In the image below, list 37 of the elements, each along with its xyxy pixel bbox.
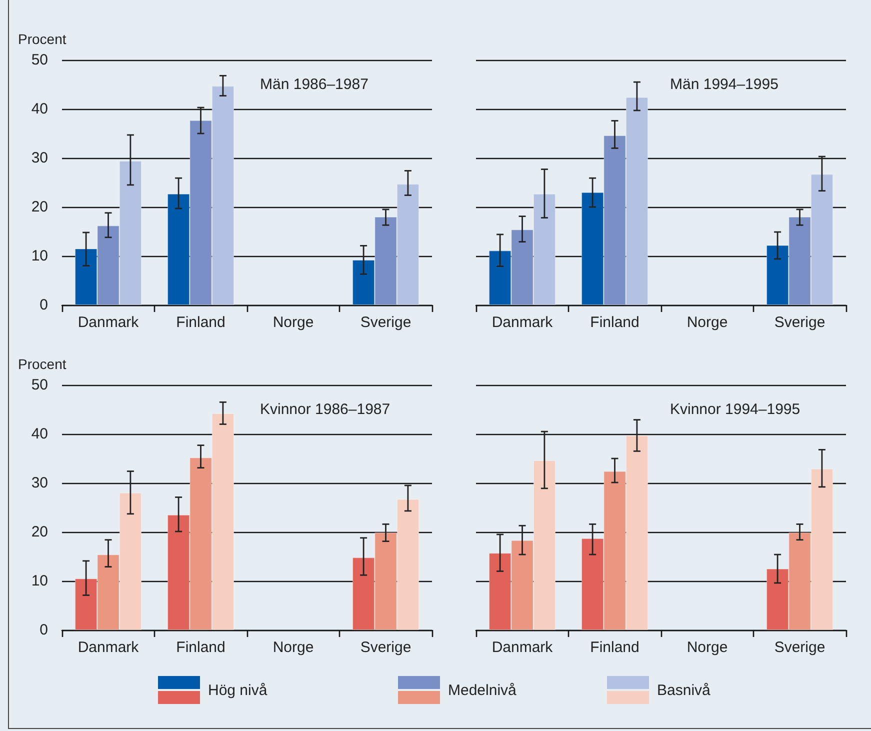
x-tick-label: Finland <box>176 314 226 331</box>
x-tick-label: Sverige <box>774 314 826 331</box>
x-tick-label: Sverige <box>360 314 412 331</box>
x-tick-label: Danmark <box>492 314 554 331</box>
x-tick-label: Danmark <box>492 639 554 656</box>
y-tick-label: 10 <box>31 572 48 590</box>
x-tick-label: Danmark <box>78 314 140 331</box>
text: Män 1986–1987 <box>260 76 368 93</box>
y-axis-title: Procent <box>18 356 66 372</box>
x-tick-label: Norge <box>272 314 314 331</box>
y-tick-label: 30 <box>31 474 48 492</box>
text: Kvinnor 1994–1995 <box>670 401 800 418</box>
x-tick-label: Sverige <box>774 639 826 656</box>
y-axis-title: Procent <box>18 31 66 47</box>
y-tick-label: 0 <box>40 622 48 638</box>
x-tick-label: Sverige <box>360 639 412 656</box>
x-tick-label: Finland <box>590 314 640 331</box>
legend-label: Medelnivå <box>448 682 516 698</box>
y-tick-label: 50 <box>31 376 48 394</box>
x-tick-label: Norge <box>686 314 728 331</box>
y-tick-label: 50 <box>31 52 48 68</box>
x-tick-label: Norge <box>272 639 314 656</box>
legend-label: Hög nivå <box>208 682 268 698</box>
x-tick-label: Finland <box>176 639 226 656</box>
y-tick-label: 20 <box>31 198 48 216</box>
y-tick-label: 10 <box>31 248 48 264</box>
x-tick-label: Danmark <box>78 639 140 656</box>
legend-label: Basnivå <box>657 682 710 698</box>
text: Kvinnor 1986–1987 <box>260 401 390 418</box>
y-tick-label: 30 <box>31 150 48 166</box>
y-tick-label: 40 <box>31 426 48 442</box>
text: Män 1994–1995 <box>670 76 778 93</box>
y-tick-label: 20 <box>31 524 48 540</box>
y-tick-label: 40 <box>31 100 48 118</box>
x-tick-label: Norge <box>686 639 728 656</box>
y-tick-label: 0 <box>40 296 48 314</box>
x-tick-label: Finland <box>590 639 640 656</box>
